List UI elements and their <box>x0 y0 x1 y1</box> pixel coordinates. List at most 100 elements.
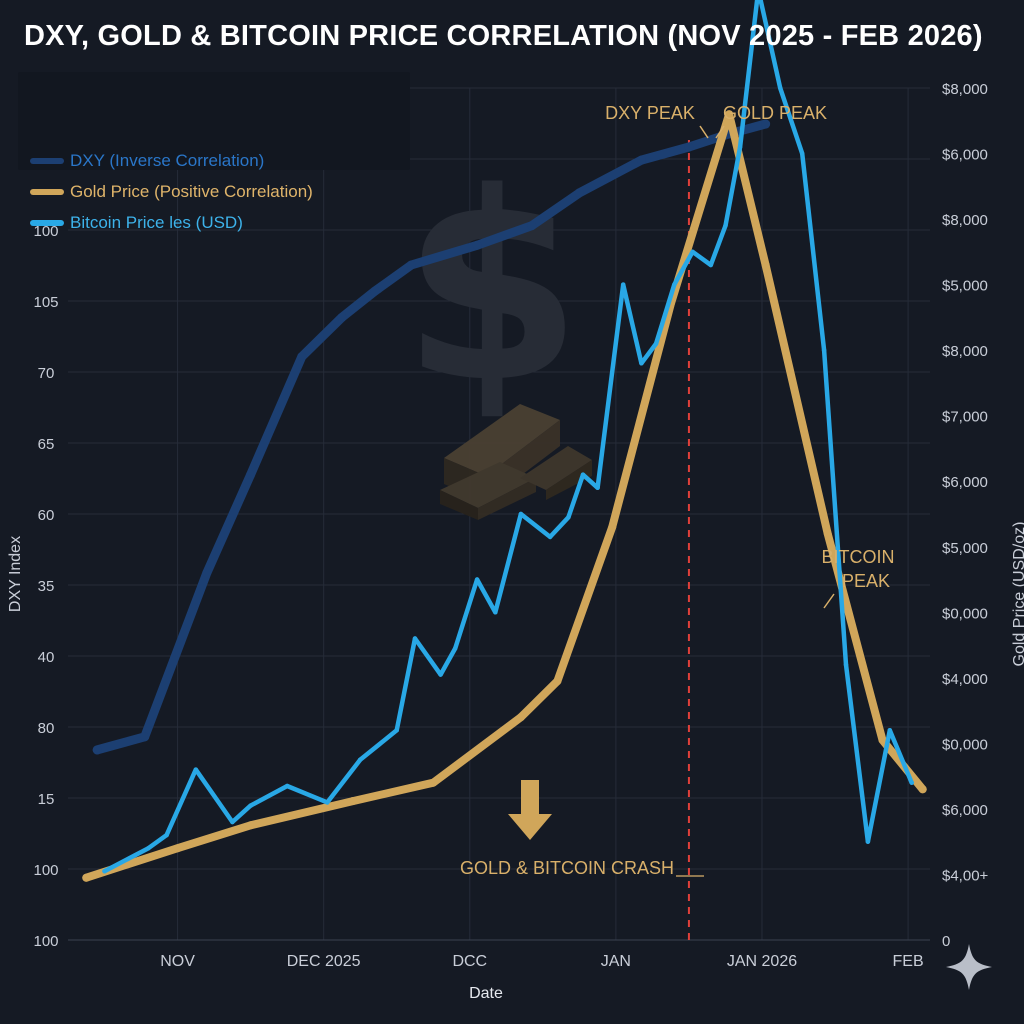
x-tick-label: NOV <box>160 953 195 970</box>
y-right-tick-label: 0 <box>942 933 950 950</box>
y-left-tick-label: 100 <box>33 223 58 240</box>
legend-item-bitcoin[interactable]: Bitcoin Price les (USD) <box>30 211 243 235</box>
axis-ticks: 100100158040356065701051001151150$4,00+$… <box>33 81 989 970</box>
legend-label-dxy: DXY (Inverse Correlation) <box>70 151 265 170</box>
dxy-point <box>370 286 380 296</box>
bitcoin-point <box>708 262 714 268</box>
bitcoin-point <box>799 151 805 156</box>
legend-swatch-dxy <box>30 158 64 164</box>
bitcoin-point <box>620 282 626 287</box>
down-arrow-icon <box>508 780 552 840</box>
annotation-crash: GOLD & BITCOIN CRASH <box>460 858 674 878</box>
legend-label-bitcoin: Bitcoin Price les (USD) <box>70 213 243 232</box>
series-bitcoin-line <box>102 0 914 874</box>
bitcoin-point <box>865 839 871 844</box>
dxy-point <box>246 470 256 480</box>
bitcoin-point <box>518 511 524 517</box>
dxy-point <box>202 568 212 578</box>
annotation-gold-peak: GOLD PEAK <box>723 103 827 123</box>
x-tick-label: DCC <box>452 953 487 970</box>
bitcoin-point <box>653 341 659 346</box>
gold-bars-icon <box>440 404 592 520</box>
y-right-tick-label: $0,000 <box>942 605 988 622</box>
y-left-tick-label: 105 <box>33 294 58 311</box>
annotation-bitcoin: BITCOIN <box>821 547 894 567</box>
y-right-tick-label: $6,000 <box>942 802 988 819</box>
bitcoin-point <box>639 361 644 366</box>
gold-point <box>246 821 255 830</box>
dxy-point <box>337 312 347 322</box>
legend-item-dxy[interactable]: DXY (Inverse Correlation) <box>30 149 264 173</box>
dxy-point <box>636 155 646 165</box>
legend-swatch-gold <box>30 189 64 195</box>
dxy-point <box>761 119 771 129</box>
series-lines <box>82 0 927 882</box>
gold-point <box>553 677 562 686</box>
x-axis-title: Date <box>469 985 503 1002</box>
y-right-tick-label: $8,000 <box>942 212 988 229</box>
bitcoin-point <box>438 672 443 677</box>
dxy-point <box>527 221 537 231</box>
bitcoin-point <box>357 757 363 763</box>
annotation-peak: PEAK <box>842 571 890 591</box>
annotation-bitcoin-pointer <box>823 593 835 609</box>
legend-item-gold[interactable]: Gold Price (Positive Correlation) <box>30 180 313 204</box>
y-right-tick-label: $8,000 <box>942 343 988 360</box>
dxy-point <box>297 352 307 362</box>
gold-point <box>429 778 438 787</box>
y-left-tick-label: 70 <box>38 365 55 382</box>
dxy-point <box>472 240 482 250</box>
y-left-tick-label: 40 <box>38 649 55 666</box>
dxy-point <box>684 142 694 152</box>
gold-point <box>761 260 770 269</box>
dxy-point <box>406 260 416 270</box>
bitcoin-point <box>547 534 553 540</box>
x-tick-label: JAN <box>601 953 631 970</box>
y-left-tick-label: 100 <box>33 862 58 879</box>
bitcoin-point <box>777 85 783 91</box>
legend: DXY (Inverse Correlation) Gold Price (Po… <box>18 72 410 232</box>
x-tick-label: DEC 2025 <box>287 953 361 970</box>
bitcoin-point <box>737 144 743 150</box>
bitcoin-point <box>843 662 849 667</box>
bitcoin-point <box>887 728 893 733</box>
dxy-point <box>92 745 102 755</box>
annotation-dxy-peak: DXY PEAK <box>605 103 695 123</box>
y-right-tick-label: $4,00+ <box>942 867 989 884</box>
x-tick-label: JAN 2026 <box>727 953 797 970</box>
gold-point <box>918 785 927 794</box>
bitcoin-point <box>230 819 235 825</box>
y-left-tick-label: 60 <box>38 507 55 524</box>
gold-point <box>516 713 525 722</box>
gold-point <box>348 797 357 806</box>
bitcoin-point <box>909 780 914 785</box>
bitcoin-point <box>102 868 107 874</box>
annotation-gold-peak-pointer <box>715 125 725 139</box>
bitcoin-point <box>164 832 169 838</box>
bitcoin-point <box>394 728 399 733</box>
y-right-tick-label: $4,000 <box>942 671 988 688</box>
bitcoin-point <box>284 783 290 789</box>
bitcoin-point <box>412 636 418 641</box>
x-tick-label: FEB <box>893 953 924 970</box>
y-right-tick-label: $7,000 <box>942 409 988 426</box>
bitcoin-point <box>723 223 728 228</box>
y-right-tick-label: $8,000 <box>942 81 988 98</box>
y-left-tick-label: 15 <box>38 791 55 808</box>
gold-point <box>823 529 832 538</box>
bitcoin-point <box>325 800 330 805</box>
bitcoin-point <box>580 472 586 477</box>
sparkle-icon <box>946 944 992 990</box>
gold-point <box>608 523 617 532</box>
gold-point <box>725 110 734 119</box>
chart-title: DXY, GOLD & BITCOIN PRICE CORRELATION (N… <box>24 20 983 52</box>
bitcoin-point <box>452 646 458 651</box>
dollar-sign-icon: $ <box>402 138 583 440</box>
bitcoin-point <box>474 577 480 582</box>
dxy-point <box>574 188 584 198</box>
gold-point <box>173 844 182 853</box>
y-axis-right-title: Gold Price (USD/oz) <box>1011 521 1024 667</box>
y-right-tick-label: $5,000 <box>942 278 988 295</box>
